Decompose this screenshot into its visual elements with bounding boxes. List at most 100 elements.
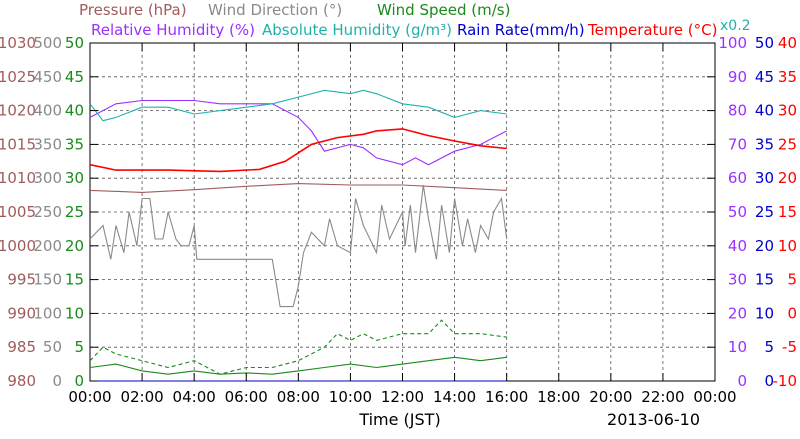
y-tick-label-rh: 60 [728,169,747,187]
grid-layer [90,43,715,381]
x-tick-label: 14:00 [433,388,476,406]
series-layer [89,89,508,382]
y-tick-label-temp: -5 [782,338,797,356]
y-tick-label-temp: 0 [787,304,797,322]
y-tick-label-wind_speed: 35 [65,135,84,153]
x-tick-label: 06:00 [225,388,268,406]
y-tick-label-wind_speed: 20 [65,237,84,255]
y-tick-label-wind_speed: 0 [74,372,84,390]
y-tick-label-pressure: 1015 [0,135,36,153]
y-tick-label-temp: 30 [778,102,797,120]
x-tick-label: 02:00 [120,388,163,406]
y-tick-label-pressure: 995 [7,271,36,289]
y-tick-label-pressure: 1030 [0,34,36,52]
x-tick-label: 00:00 [68,388,111,406]
y-tick-label-rh: 100 [718,34,747,52]
series-line-temp [89,128,507,173]
x-tick-label: 00:00 [693,388,736,406]
y-tick-label-pressure: 1005 [0,203,36,221]
x-tick-label: 04:00 [173,388,216,406]
y-tick-label-temp: 35 [778,68,797,86]
y-tick-label-rain: 50 [755,34,774,52]
legend-ah-scale-note: x0.2 [720,18,751,34]
y-tick-label-wind_direction: 100 [33,304,62,322]
y-tick-label-rain: 20 [755,237,774,255]
y-tick-label-temp: 40 [778,34,797,52]
y-tick-label-wind_speed: 25 [65,203,84,221]
y-tick-label-wind_speed: 10 [65,304,84,322]
y-tick-label-rh: 80 [728,102,747,120]
y-tick-label-wind_speed: 15 [65,271,84,289]
y-tick-label-wind_speed: 40 [65,102,84,120]
y-tick-label-wind_direction: 250 [33,203,62,221]
y-tick-label-temp: -10 [773,372,798,390]
series-line-wind_speed-gust [89,319,507,375]
y-tick-label-wind_direction: 350 [33,135,62,153]
legend-layer: Pressure (hPa) Wind Direction (°) Wind Spe… [79,1,751,39]
series-line-ah [89,89,507,122]
y-tick-label-rh: 0 [737,372,747,390]
y-tick-label-wind_speed: 45 [65,68,84,86]
y-tick-label-rain: 30 [755,169,774,187]
y-tick-label-rain: 0 [764,372,774,390]
y-tick-label-temp: 5 [787,271,797,289]
axes-layer: 00:00 02:00 04:00 06:00 08:00 10:00 12:00 14:00… [0,34,797,406]
y-tick-label-wind_direction: 300 [33,169,62,187]
y-tick-label-wind_direction: 450 [33,68,62,86]
y-tick-label-wind_speed: 30 [65,169,84,187]
y-tick-label-rh: 40 [728,237,747,255]
y-tick-label-rain: 25 [755,203,774,221]
x-axis-title: Time (JST) [358,410,440,429]
y-tick-label-wind_direction: 500 [33,34,62,52]
y-tick-label-wind_speed: 50 [65,34,84,52]
x-tick-label: 16:00 [485,388,528,406]
y-tick-label-temp: 20 [778,169,797,187]
y-tick-label-rain: 35 [755,135,774,153]
legend-ah: Absolute Humidity (g/m³) [262,21,452,39]
x-tick-label: 18:00 [537,388,580,406]
x-tick-label: 08:00 [277,388,320,406]
y-tick-label-rain: 10 [755,304,774,322]
y-tick-label-rh: 70 [728,135,747,153]
y-tick-label-temp: 25 [778,135,797,153]
y-tick-label-pressure: 1000 [0,237,36,255]
y-tick-label-pressure: 1025 [0,68,36,86]
legend-wind_speed: Wind Speed (m/s) [377,1,510,19]
x-tick-label: 10:00 [329,388,372,406]
y-tick-label-temp: 10 [778,237,797,255]
y-tick-label-temp: 15 [778,203,797,221]
y-tick-label-rain: 5 [764,338,774,356]
series-line-pressure [89,183,507,193]
y-tick-label-rain: 40 [755,102,774,120]
series-line-wind_speed [89,356,507,375]
legend-rain: Rain Rate(mm/h) [457,21,585,39]
y-tick-label-wind_speed: 5 [74,338,84,356]
y-tick-label-rh: 20 [728,304,747,322]
y-tick-label-wind_direction: 200 [33,237,62,255]
y-tick-label-wind_direction: 50 [43,338,62,356]
date-label: 2013-06-10 [607,410,700,429]
x-tick-label: 22:00 [641,388,684,406]
y-tick-label-wind_direction: 0 [52,372,62,390]
y-tick-label-pressure: 1010 [0,169,36,187]
y-tick-label-rain: 45 [755,68,774,86]
y-tick-label-rain: 15 [755,271,774,289]
legend-rh: Relative Humidity (%) [91,21,255,39]
y-tick-label-pressure: 990 [7,304,36,322]
y-tick-label-rh: 10 [728,338,747,356]
series-line-rh [89,99,507,166]
legend-pressure: Pressure (hPa) [79,1,187,19]
series-line-wind_direction [89,184,508,308]
y-tick-label-wind_direction: 150 [33,271,62,289]
y-tick-label-wind_direction: 400 [33,102,62,120]
y-tick-label-pressure: 1020 [0,102,36,120]
y-tick-label-rh: 30 [728,271,747,289]
y-tick-label-rh: 50 [728,203,747,221]
legend-temp: Temperature (°C) [587,21,717,39]
y-tick-label-pressure: 980 [7,372,36,390]
x-tick-label: 20:00 [589,388,632,406]
legend-wind_direction: Wind Direction (°) [208,1,342,19]
x-tick-label: 12:00 [381,388,424,406]
